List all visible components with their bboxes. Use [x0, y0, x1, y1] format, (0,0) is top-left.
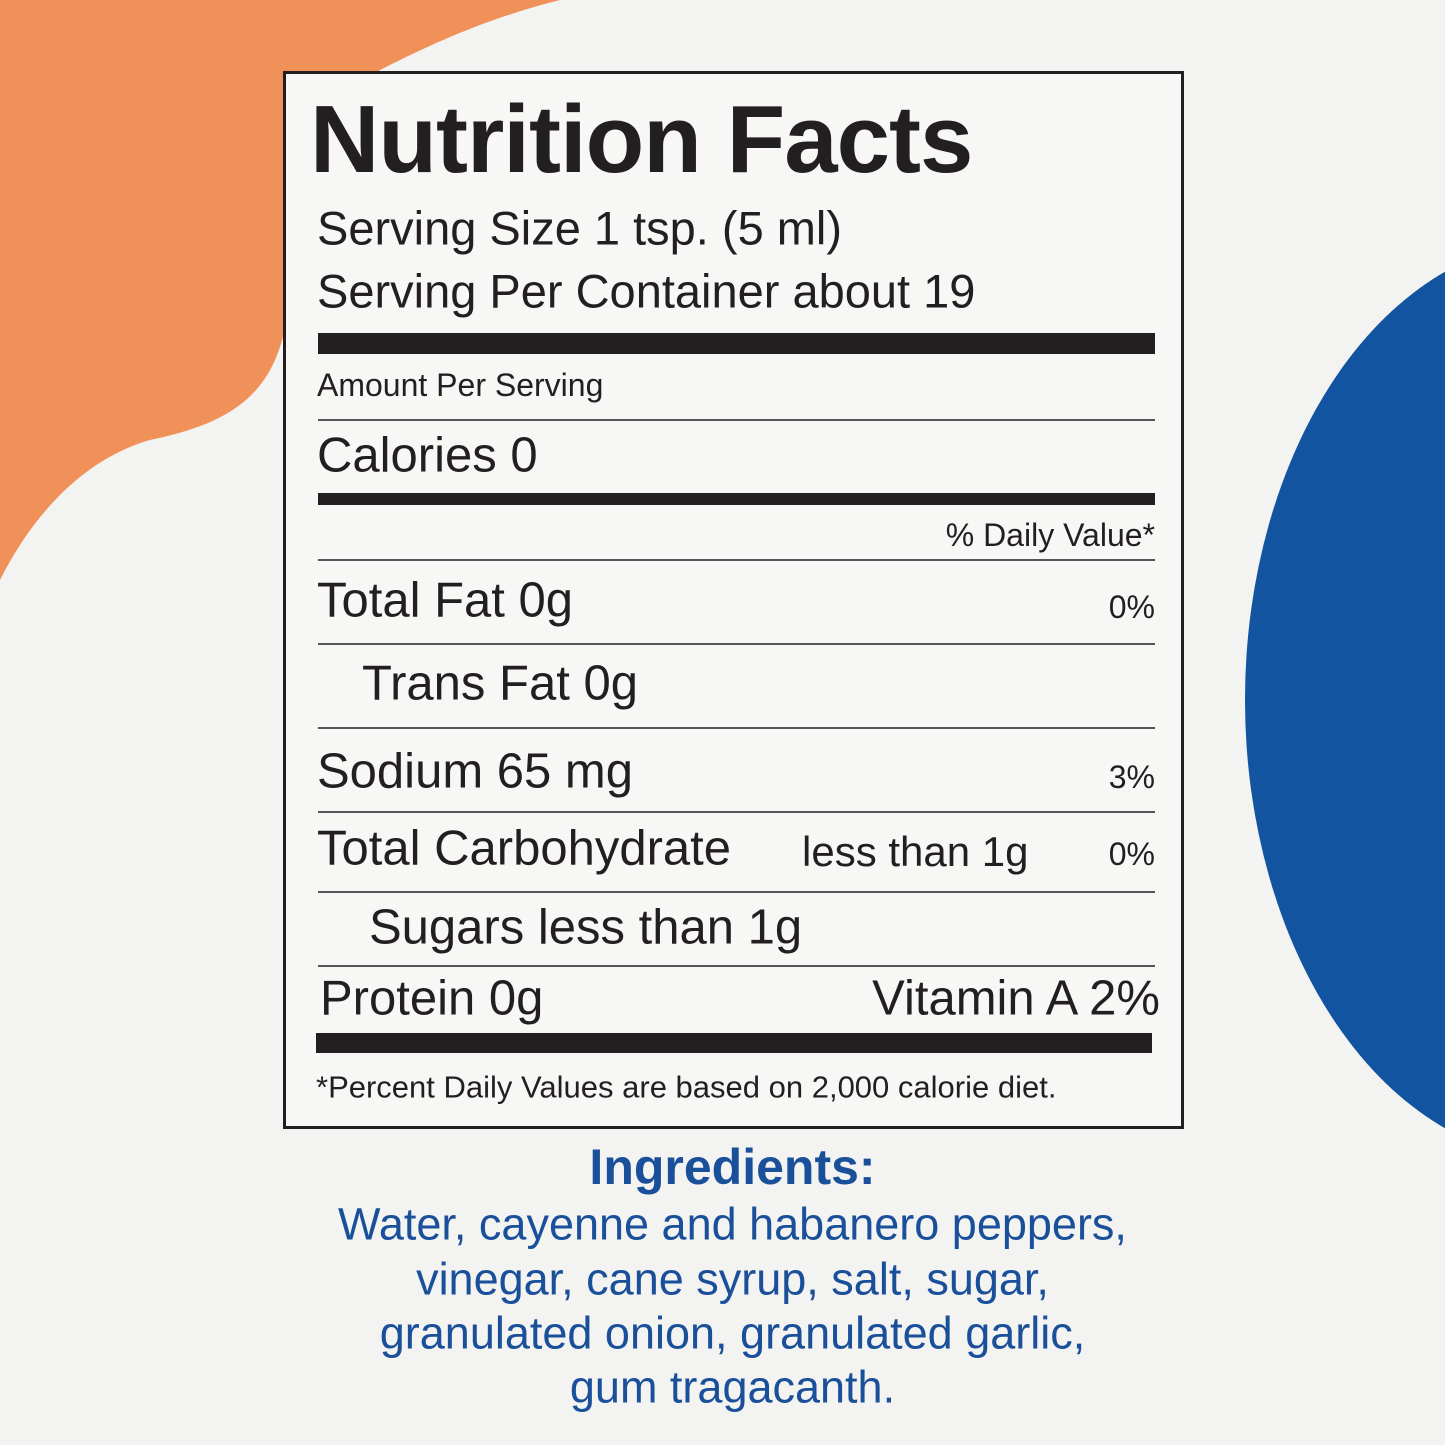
daily-value-header: % Daily Value* — [945, 517, 1155, 553]
nutrient-dv: 0% — [1108, 589, 1155, 625]
nutrient-label: Sugars less than 1g — [369, 900, 803, 955]
ingredients-line: vinegar, cane syrup, salt, sugar, — [416, 1253, 1049, 1305]
calories: Calories 0 — [317, 428, 538, 483]
nutrient-label: Trans Fat 0g — [362, 656, 638, 711]
ingredients-line: gum tragacanth. — [569, 1361, 896, 1413]
nutrient-dv: 0% — [1108, 836, 1155, 872]
thin-rule — [318, 559, 1155, 561]
servings-per-container: Serving Per Container about 19 — [317, 264, 976, 318]
thin-rule — [318, 419, 1155, 421]
thin-rule — [318, 891, 1155, 893]
blue-circle — [1245, 271, 1445, 1129]
thin-rule — [318, 643, 1155, 645]
footnote: *Percent Daily Values are based on 2,000… — [316, 1069, 1057, 1105]
thick-rule — [318, 333, 1155, 354]
serving-size: Serving Size 1 tsp. (5 ml) — [317, 201, 843, 255]
thin-rule — [318, 727, 1155, 729]
nutrient-amount: less than 1g — [802, 828, 1029, 875]
label-title: Nutrition Facts — [310, 86, 973, 193]
vitamin-a: Vitamin A 2% — [872, 971, 1160, 1026]
ingredients-title: Ingredients: — [589, 1139, 876, 1195]
protein: Protein 0g — [320, 971, 544, 1026]
orange-blob — [0, 0, 560, 580]
thick-rule — [316, 1033, 1152, 1053]
nutrient-label: Sodium 65 mg — [317, 744, 633, 799]
thin-rule — [318, 965, 1155, 967]
nutrient-dv: 3% — [1108, 759, 1155, 795]
nutrition-label — [283, 71, 1184, 1129]
nutrient-label: Total Fat 0g — [317, 573, 574, 628]
nutrient-label: Total Carbohydrate — [317, 821, 732, 876]
thick-rule — [318, 493, 1155, 505]
amount-per-serving: Amount Per Serving — [317, 367, 604, 403]
ingredients-line: Water, cayenne and habanero peppers, — [338, 1198, 1127, 1250]
thin-rule — [318, 811, 1155, 813]
ingredients-line: granulated onion, granulated garlic, — [379, 1307, 1086, 1359]
